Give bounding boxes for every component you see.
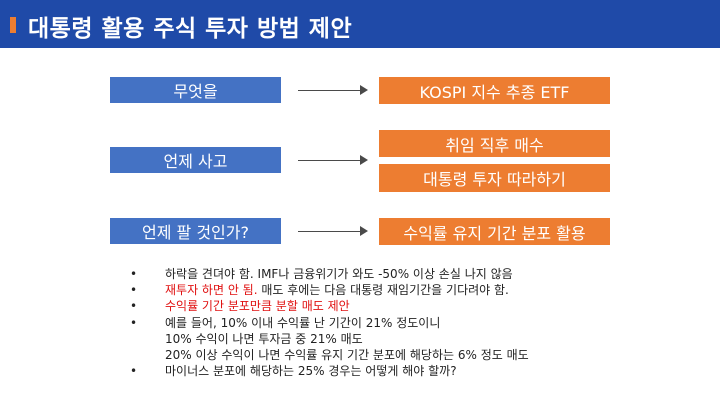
note-item: • 마이너스 분포에 해당하는 25% 경우는 어떻게 해야 할까?: [130, 364, 457, 379]
arrow-what: [298, 85, 368, 95]
answer-box-buy-after-inauguration: 취임 직후 매수: [379, 130, 610, 157]
answer-box-follow-president: 대통령 투자 따라하기: [379, 164, 610, 192]
question-box-when-buy: 언제 사고: [110, 147, 281, 173]
arrow-when-sell: [298, 226, 368, 236]
question-box-what: 무엇을: [110, 77, 281, 103]
notes-list: • 하락을 견뎌야 함. IMF나 금융위기가 와도 -50% 이상 손실 나지…: [130, 266, 700, 379]
note-continuation: 20% 이상 수익이 나면 수익률 유지 기간 분포에 해당하는 6% 정도 매…: [165, 348, 529, 363]
question-box-when-sell: 언제 팔 것인가?: [110, 218, 281, 244]
bullet-marker: •: [130, 299, 138, 314]
note-highlight: 재투자 하면 안 됨.: [165, 283, 258, 298]
slide-title: 대통령 활용 주식 투자 방법 제안: [28, 16, 353, 42]
note-item: • 하락을 견뎌야 함. IMF나 금융위기가 와도 -50% 이상 손실 나지…: [130, 267, 513, 281]
note-item: • 재투자 하면 안 됨. 매도 후에는 다음 대통령 재임기간을 기다려야 함…: [130, 283, 509, 298]
bullet-marker: •: [130, 283, 138, 298]
answer-box-return-distribution: 수익률 유지 기간 분포 활용: [379, 218, 610, 245]
bullet-marker: •: [130, 364, 138, 379]
title-accent-mark: [10, 17, 16, 33]
title-bar: 대통령 활용 주식 투자 방법 제안: [0, 0, 720, 48]
arrow-when-buy: [298, 155, 368, 165]
bullet-marker: •: [130, 315, 138, 330]
note-continuation: 10% 수익이 나면 투자금 중 21% 매도: [165, 331, 363, 346]
bullet-marker: •: [130, 267, 138, 281]
answer-box-etf: KOSPI 지수 추종 ETF: [379, 77, 610, 104]
note-item: • 예를 들어, 10% 이내 수익률 난 기간이 21% 정도이니: [130, 315, 441, 330]
note-item: • 수익률 기간 분포만큼 분할 매도 제안: [130, 299, 350, 314]
